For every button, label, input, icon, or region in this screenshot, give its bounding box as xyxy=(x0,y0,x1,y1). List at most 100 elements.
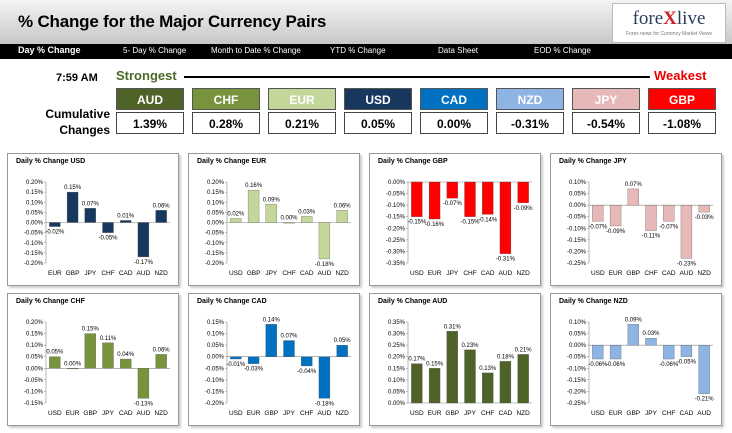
nav-item-day-change[interactable]: Day % Change xyxy=(18,45,81,55)
chart-chf: 0.20%0.15%0.10%0.05%0.00%-0.05%-0.10%-0.… xyxy=(24,320,170,417)
y-tick-label: 0.15% xyxy=(26,332,44,338)
y-tick-label: 0.05% xyxy=(207,343,225,349)
chart-panel-eur: Daily % Change EUR 0.20% 0.15% 0.10% 0.05% 0.… xyxy=(188,153,360,286)
x-tick-label: CAD xyxy=(481,270,495,277)
nav-item-5-day-change[interactable]: 5- Day % Change xyxy=(123,46,187,55)
currency-header-jpy: JPY xyxy=(572,88,640,110)
data-label: 0.18% xyxy=(497,354,515,360)
data-label: 0.07% xyxy=(625,182,643,188)
bar-gbp xyxy=(247,189,260,223)
y-tick-label: 0.05% xyxy=(569,332,587,338)
data-label: -0.09% xyxy=(606,229,626,235)
bar-cad xyxy=(482,181,494,215)
data-label: -0.07% xyxy=(659,224,679,230)
x-tick-label: EUR xyxy=(48,270,62,277)
x-tick-label: GBP xyxy=(264,410,278,417)
strength-arrow-line xyxy=(184,76,650,78)
y-tick-label: 0.10% xyxy=(388,378,406,384)
data-label: -0.21% xyxy=(695,397,715,403)
nav-item-eod-change[interactable]: EOD % Change xyxy=(534,46,591,55)
currency-value-cad: 0.00% xyxy=(420,112,488,134)
data-label: 0.05% xyxy=(46,350,64,356)
x-tick-label: USD xyxy=(410,410,424,417)
bar-eur xyxy=(247,356,260,364)
data-label: -0.03% xyxy=(695,215,715,221)
bar-gbp xyxy=(446,331,458,404)
y-tick-label: 0.10% xyxy=(569,320,587,326)
chart-panel-aud: Daily % Change AUD 0.35% 0.30% 0.25% 0.20% 0.… xyxy=(369,293,541,426)
bar-aud xyxy=(318,356,331,399)
data-label: 0.14% xyxy=(263,317,281,323)
x-tick-label: JPY xyxy=(283,410,296,417)
x-tick-label: NZD xyxy=(697,270,711,277)
x-tick-label: GBP xyxy=(626,410,640,417)
y-tick-label: -0.25% xyxy=(567,261,587,267)
bar-gbp xyxy=(66,191,79,223)
x-tick-label: NZD xyxy=(516,410,530,417)
bar-jpy xyxy=(645,338,657,346)
currency-header-chf: CHF xyxy=(192,88,260,110)
weakest-label: Weakest xyxy=(654,68,707,83)
x-tick-label: CHF xyxy=(463,270,476,277)
y-tick-label: 0.20% xyxy=(26,320,44,326)
chart-title: Daily % Change CHF xyxy=(16,298,85,305)
chart-title: Daily % Change CAD xyxy=(197,298,267,305)
x-tick-label: CAD xyxy=(680,410,694,417)
x-tick-label: NZD xyxy=(154,410,168,417)
x-tick-label: USD xyxy=(48,410,62,417)
bar-eur xyxy=(609,344,622,360)
y-tick-label: 0.05% xyxy=(26,355,44,361)
x-tick-label: JPY xyxy=(265,270,278,277)
x-tick-label: CAD xyxy=(662,270,676,277)
chart-jpy: 0.10% 0.05% 0.00% -0.05% -0.10% -0.15% -0.20% -… xyxy=(567,180,715,277)
bar-jpy xyxy=(464,349,476,404)
data-label: -0.15% xyxy=(407,220,427,226)
chart-title: Daily % Change NZD xyxy=(559,298,628,305)
nav-item-month-to-date-change[interactable]: Month to Date % Change xyxy=(211,46,301,55)
x-tick-label: GBP xyxy=(83,410,97,417)
data-label: 0.23% xyxy=(461,343,479,349)
x-tick-label: CAD xyxy=(119,410,133,417)
chart-title: Daily % Change JPY xyxy=(559,158,627,165)
currency-header-gbp: GBP xyxy=(648,88,716,110)
bar-eur xyxy=(609,204,622,227)
chart-nzd: 0.10% 0.05% 0.00% -0.05% -0.10% -0.15% -0.20% -… xyxy=(567,317,715,417)
y-tick-label: 0.20% xyxy=(207,180,225,186)
y-tick-label: 0.05% xyxy=(207,210,225,216)
bar-eur xyxy=(428,181,441,220)
y-tick-label: 0.00% xyxy=(388,180,406,186)
y-tick-label: -0.30% xyxy=(386,249,406,255)
nav-item-ytd-change[interactable]: YTD % Change xyxy=(330,46,386,55)
data-label: -0.13% xyxy=(134,401,154,407)
data-label: -0.31% xyxy=(496,257,516,263)
y-tick-label: -0.15% xyxy=(205,251,225,257)
bar-gbp xyxy=(627,188,639,206)
bar-cad xyxy=(301,216,313,223)
bar-cad xyxy=(663,204,675,222)
data-label: -0.23% xyxy=(677,261,697,267)
y-tick-label: 0.20% xyxy=(26,180,44,186)
chart-aud: 0.35% 0.30% 0.25% 0.20% 0.15% 0.10% 0.05% 0.00%… xyxy=(388,320,532,417)
data-label: 0.06% xyxy=(334,203,352,209)
chart-panel-gbp: Daily % Change GBP 0.00% -0.05% -0.10% -0.15… xyxy=(369,153,541,286)
currency-header-cad: CAD xyxy=(420,88,488,110)
data-label: -0.15% xyxy=(460,220,480,226)
data-label: 0.03% xyxy=(298,209,316,215)
y-tick-label: 0.00% xyxy=(26,221,44,227)
y-tick-label: -0.10% xyxy=(567,226,587,232)
data-label: -0.05% xyxy=(98,236,118,242)
y-tick-label: 0.00% xyxy=(26,366,44,372)
x-tick-label: EUR xyxy=(428,410,442,417)
x-tick-label: JPY xyxy=(645,410,658,417)
data-label: -0.14% xyxy=(478,217,498,223)
data-label: -0.07% xyxy=(443,201,463,207)
strongest-label: Strongest xyxy=(116,68,177,83)
y-tick-label: -0.15% xyxy=(567,378,587,384)
data-label: -0.01% xyxy=(226,362,246,368)
x-tick-label: GBP xyxy=(626,270,640,277)
y-tick-label: 0.10% xyxy=(207,332,225,338)
forexlive-logo[interactable]: foreXlive Forex news for Currency Market… xyxy=(612,3,726,43)
nav-item-data-sheet[interactable]: Data Sheet xyxy=(438,46,479,55)
bar-eur xyxy=(66,368,79,370)
bar-aud xyxy=(499,181,512,254)
